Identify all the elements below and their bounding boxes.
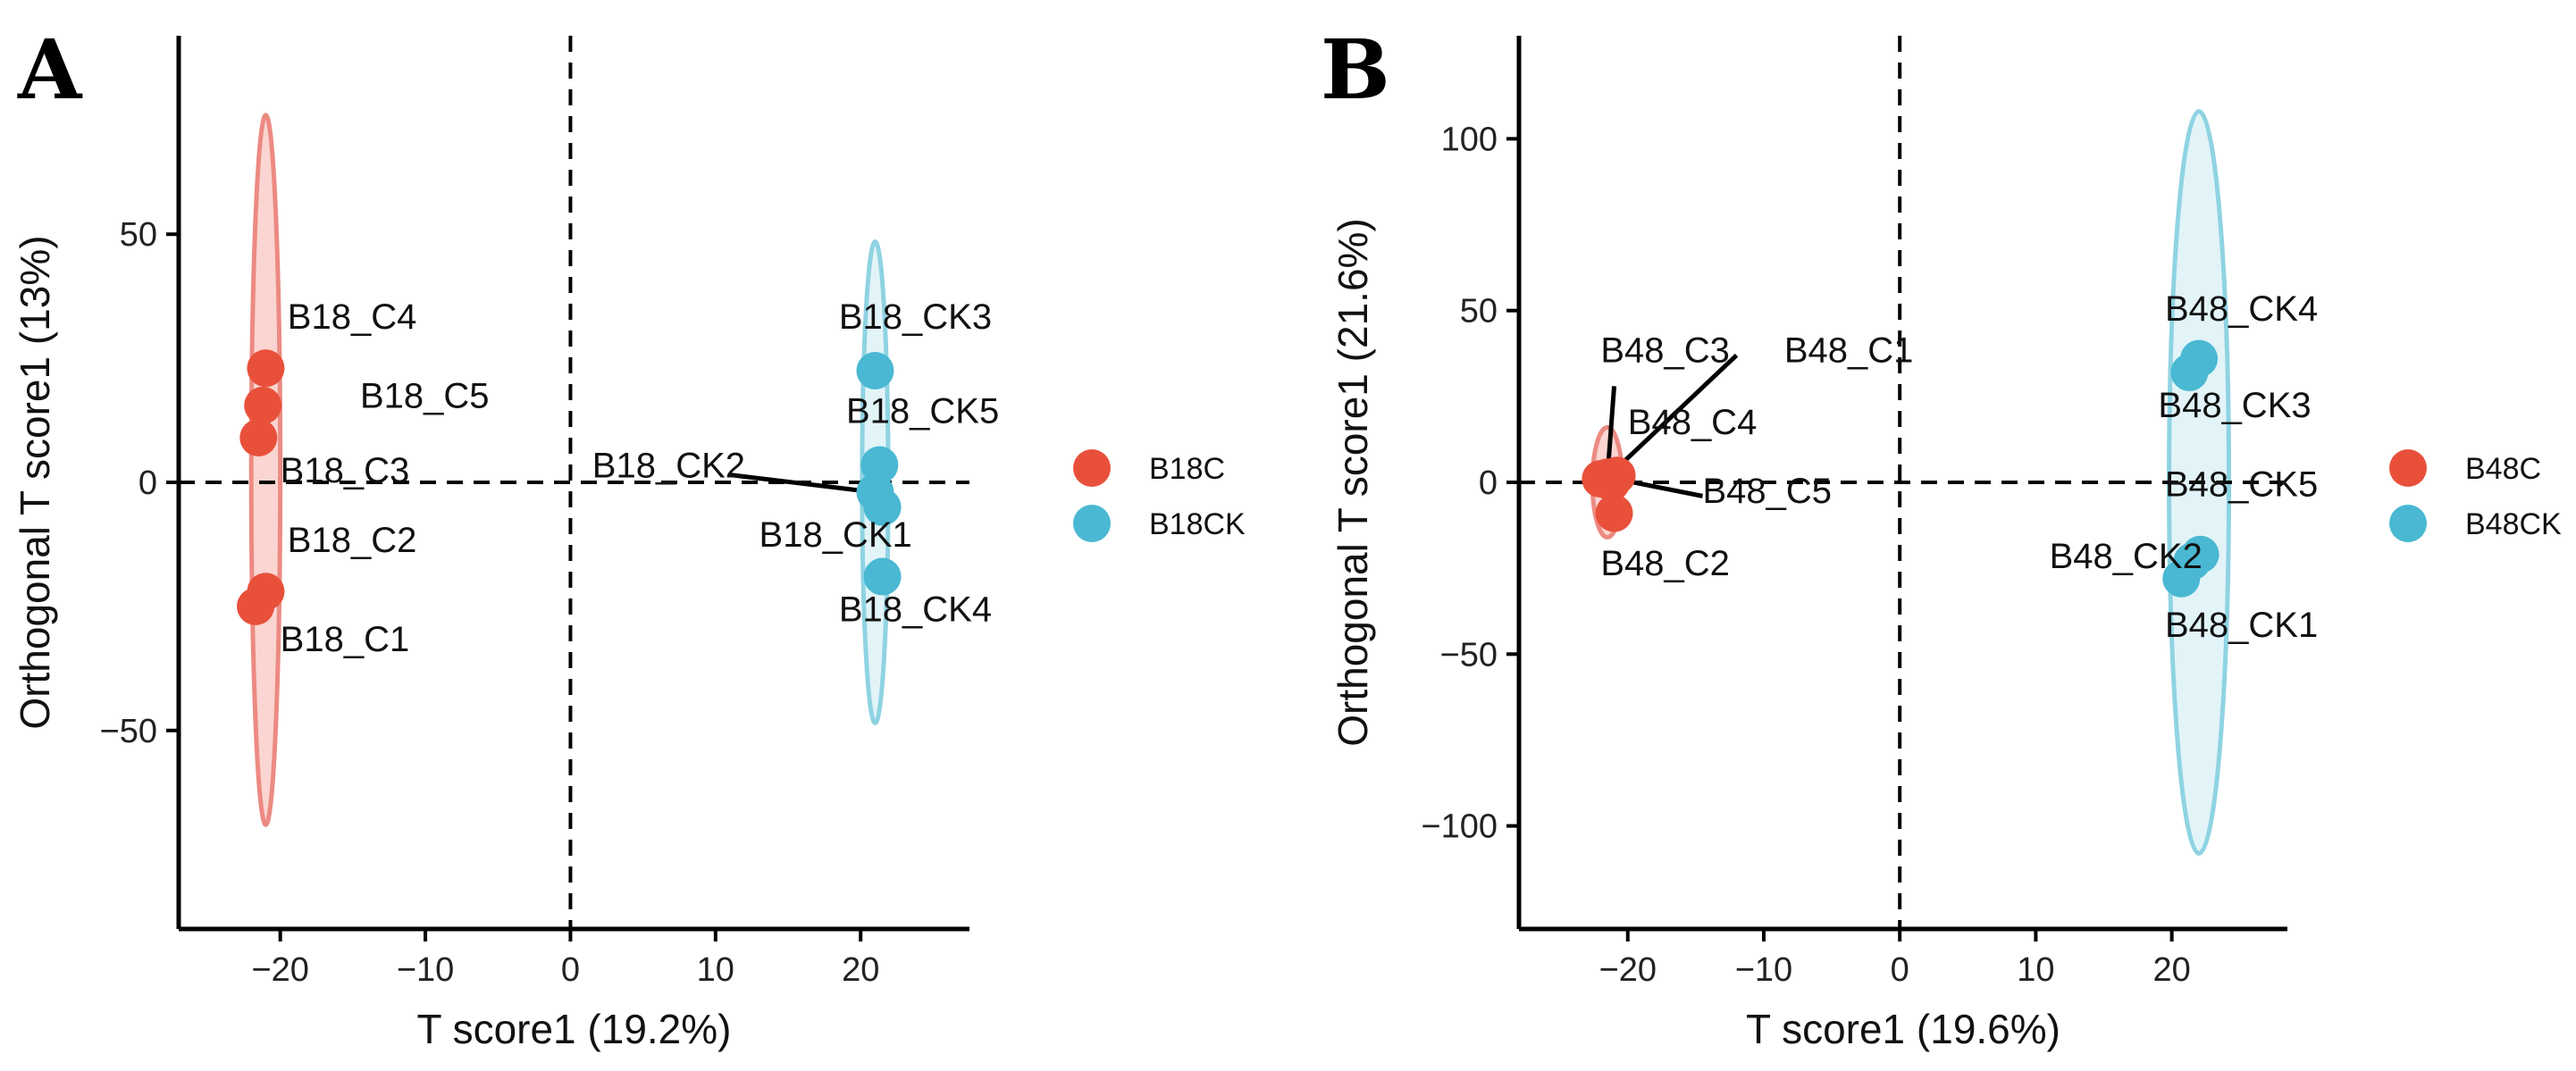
y-tick-label: 0 xyxy=(138,464,157,502)
label-leader-line xyxy=(1606,353,1739,480)
legend-swatch-b48c xyxy=(2389,449,2427,487)
point-label-b48-ck5: B48_CK5 xyxy=(2165,464,2318,504)
point-label-b18-c2: B18_C2 xyxy=(288,521,417,560)
point-label-b18-ck2: B18_CK2 xyxy=(592,446,745,485)
x-tick-label: −20 xyxy=(1599,951,1657,989)
point-label-b18-ck5: B18_CK5 xyxy=(846,391,999,431)
point-label-b48-ck3: B48_CK3 xyxy=(2158,386,2311,425)
point-b18-c3 xyxy=(239,419,278,456)
panel-label-a: A xyxy=(17,21,83,118)
point-label-b48-c4: B48_C4 xyxy=(1628,403,1758,442)
chart-a: −20 −10 0 10 20 −50 0 50 T score1 (19.2%) Orthogo… xyxy=(12,36,1246,1052)
point-label-b48-ck2: B48_CK2 xyxy=(2050,537,2203,576)
legend-label-b18ck: B18CK xyxy=(1149,507,1246,541)
legend-label-b48ck: B48CK xyxy=(2465,507,2562,541)
point-b18-ck4 xyxy=(863,557,902,596)
y-tick-label: 0 xyxy=(1479,464,1498,502)
y-tick-label: −100 xyxy=(1421,808,1498,846)
point-b18-c2 xyxy=(247,573,285,611)
x-tick-label: −10 xyxy=(397,951,454,989)
point-label-b48-c3: B48_C3 xyxy=(1600,331,1730,370)
legend-label-b48c: B48C xyxy=(2465,452,2541,486)
legend-label-b18c: B18C xyxy=(1149,452,1225,486)
point-b48-c2 xyxy=(1595,494,1633,532)
point-label-b48-c2: B48_C2 xyxy=(1600,544,1730,583)
point-label-b48-ck1: B48_CK1 xyxy=(2165,606,2318,645)
point-b48-ck5 xyxy=(2181,535,2219,573)
point-label-b18-c1: B18_C1 xyxy=(281,620,410,659)
y-axis-title: Orthogonal T score1 (21.6%) xyxy=(1330,218,1376,747)
point-label-b48-ck4: B48_CK4 xyxy=(2165,289,2318,329)
x-tick-label: 10 xyxy=(2017,951,2054,989)
point-label-b18-c3: B18_C3 xyxy=(281,451,410,490)
point-label-b18-c5: B18_C5 xyxy=(360,377,490,416)
point-label-b18-ck4: B18_CK4 xyxy=(839,590,992,630)
y-tick-label: 50 xyxy=(1460,293,1498,331)
point-label-b18-ck1: B18_CK1 xyxy=(759,515,912,555)
panel-label-b: B xyxy=(1321,21,1390,118)
point-b18-ck5 xyxy=(860,446,899,484)
y-tick-label: 100 xyxy=(1441,121,1498,158)
point-b48-c5 xyxy=(1592,464,1631,501)
legend-swatch-b48ck xyxy=(2389,505,2427,542)
x-tick-label: 0 xyxy=(1891,951,1909,989)
label-leader-line xyxy=(729,473,876,495)
point-label-b18-ck3: B18_CK3 xyxy=(839,297,992,337)
x-tick-label: 10 xyxy=(697,951,734,989)
confidence-ellipse-b18c xyxy=(248,113,283,827)
point-label-b48-c1: B48_C1 xyxy=(1784,331,1914,370)
x-axis-title: T score1 (19.6%) xyxy=(1746,1006,2060,1052)
point-label-b48-c5: B48_C5 xyxy=(1702,472,1832,511)
legend-swatch-b18c xyxy=(1073,449,1111,487)
y-tick-label: −50 xyxy=(100,713,157,750)
point-b18-c4 xyxy=(247,349,285,388)
x-tick-label: −20 xyxy=(251,951,308,989)
y-tick-label: −50 xyxy=(1440,636,1498,674)
x-axis-title: T score1 (19.2%) xyxy=(417,1006,732,1052)
x-tick-label: 0 xyxy=(561,951,580,989)
point-b18-c5 xyxy=(244,386,282,424)
y-tick-label: 50 xyxy=(120,216,157,254)
point-b18-ck3 xyxy=(856,352,894,389)
point-b48-ck4 xyxy=(2180,339,2219,378)
x-tick-label: 20 xyxy=(2152,951,2190,989)
legend-swatch-b18ck xyxy=(1073,505,1111,542)
x-tick-label: 20 xyxy=(842,951,879,989)
point-label-b18-c4: B18_C4 xyxy=(288,297,417,337)
y-axis-title: Orthogonal T score1 (13%) xyxy=(12,235,58,729)
x-tick-label: −10 xyxy=(1735,951,1792,989)
